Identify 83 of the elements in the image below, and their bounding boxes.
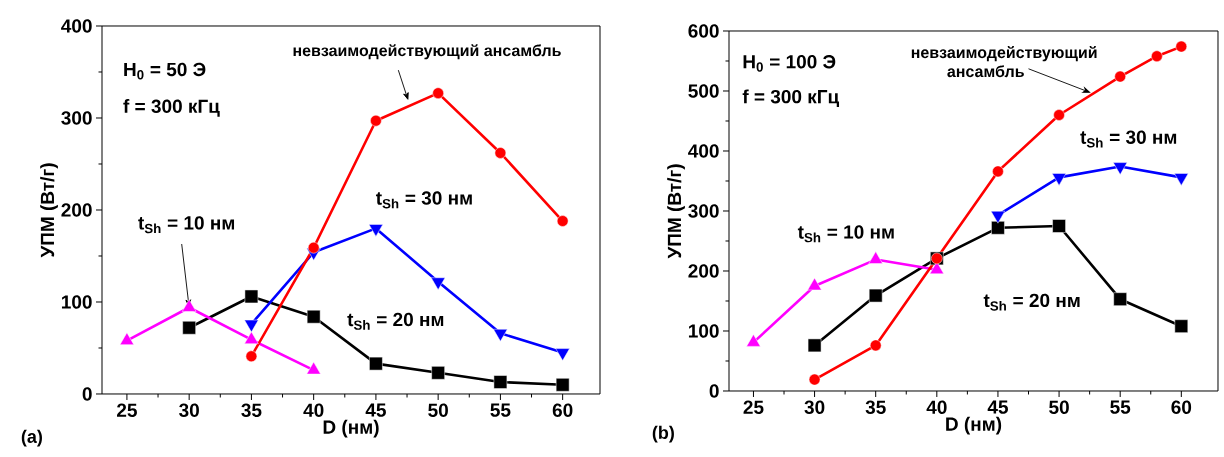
point — [432, 87, 444, 99]
y-tick-label: 100 — [61, 295, 92, 309]
annotation: f = 300 кГц — [123, 99, 220, 117]
y-tick-label: 300 — [61, 111, 92, 125]
point — [244, 319, 259, 333]
point — [493, 329, 508, 342]
point — [746, 334, 761, 347]
annotation: невзаимодействующий ансамбль — [293, 44, 561, 60]
point — [307, 241, 320, 254]
point — [368, 224, 384, 237]
series-label: t$_{Sh}$ = 20 нм — [983, 293, 1080, 311]
y-tick-label: 600 — [688, 24, 719, 38]
point — [182, 321, 196, 335]
point — [807, 277, 822, 291]
x-tick-label: 35 — [865, 400, 886, 414]
text: (a) — [21, 429, 42, 447]
point — [556, 215, 569, 227]
x-tick-label: 30 — [179, 403, 199, 417]
point — [244, 289, 259, 304]
y-tick-label: 500 — [688, 84, 719, 98]
point — [991, 221, 1005, 235]
x-tick-label: 40 — [303, 403, 324, 417]
y-tick-label: 100 — [688, 324, 719, 338]
point — [1151, 50, 1163, 62]
y-tick-label: 0 — [709, 384, 719, 398]
point — [1052, 219, 1066, 233]
x-tick-label: 45 — [987, 400, 1008, 414]
x-tick-label: 50 — [1049, 400, 1069, 414]
annotation: невзаимодействующий ансамбль — [911, 46, 1097, 78]
point — [807, 338, 822, 353]
y-tick-label: 200 — [61, 203, 92, 217]
point — [868, 251, 883, 264]
x-tick-label: 40 — [926, 400, 947, 414]
x-axis-title: D (нм) — [323, 419, 379, 438]
point — [1174, 319, 1189, 333]
x-tick-label: 30 — [804, 400, 825, 414]
y-axis-title: УПМ (Вт/г) — [667, 164, 685, 259]
point — [1053, 109, 1065, 121]
point — [370, 115, 382, 127]
point — [992, 165, 1004, 178]
y-tick-label: 400 — [688, 144, 719, 158]
point — [555, 378, 570, 392]
point — [494, 147, 507, 159]
series-label: t$_{Sh}$ = 10 нм — [797, 225, 894, 243]
point — [306, 309, 321, 324]
y-tick-label: 0 — [82, 387, 92, 401]
point — [1175, 40, 1188, 53]
point — [929, 261, 944, 275]
x-tick-label: 25 — [117, 403, 137, 417]
annotation: H$_{0}$ = 100 Э — [743, 55, 836, 72]
y-tick-label: 400 — [61, 19, 92, 33]
x-tick-label: 35 — [241, 403, 262, 417]
x-tick-label: 55 — [1110, 400, 1131, 414]
point — [1113, 162, 1128, 175]
point — [431, 366, 445, 380]
x-tick-label: 25 — [743, 400, 764, 414]
x-axis-title: D (нм) — [946, 416, 1002, 435]
point — [808, 373, 821, 386]
point — [1114, 70, 1126, 83]
y-axis-title: УПМ (Вт/г) — [40, 163, 58, 258]
annotation: f = 300 кГц — [742, 89, 840, 107]
x-tick-label: 60 — [1171, 400, 1192, 414]
text: (b) — [652, 425, 674, 443]
text: t$_{Sh}$ = 10 нм — [138, 216, 235, 234]
point — [869, 339, 882, 352]
point — [868, 288, 883, 303]
x-tick-label: 45 — [365, 403, 386, 417]
point — [245, 350, 258, 363]
series-label: t$_{Sh}$ = 20 нм — [347, 312, 444, 330]
x-tick-label: 60 — [552, 403, 573, 417]
series-label: t$_{Sh}$ = 30 нм — [375, 191, 472, 209]
x-tick-label: 55 — [490, 403, 511, 417]
point — [430, 277, 446, 290]
y-tick-label: 300 — [688, 204, 719, 218]
point — [493, 375, 508, 389]
point — [369, 356, 383, 371]
point — [1113, 292, 1127, 306]
series-label: t$_{Sh}$ = 30 нм — [1080, 130, 1177, 148]
y-tick-label: 200 — [688, 264, 719, 278]
point — [555, 348, 570, 361]
point — [990, 210, 1006, 224]
annotation: H$_{0}$ = 50 Э — [124, 62, 206, 80]
x-tick-label: 50 — [428, 403, 448, 417]
